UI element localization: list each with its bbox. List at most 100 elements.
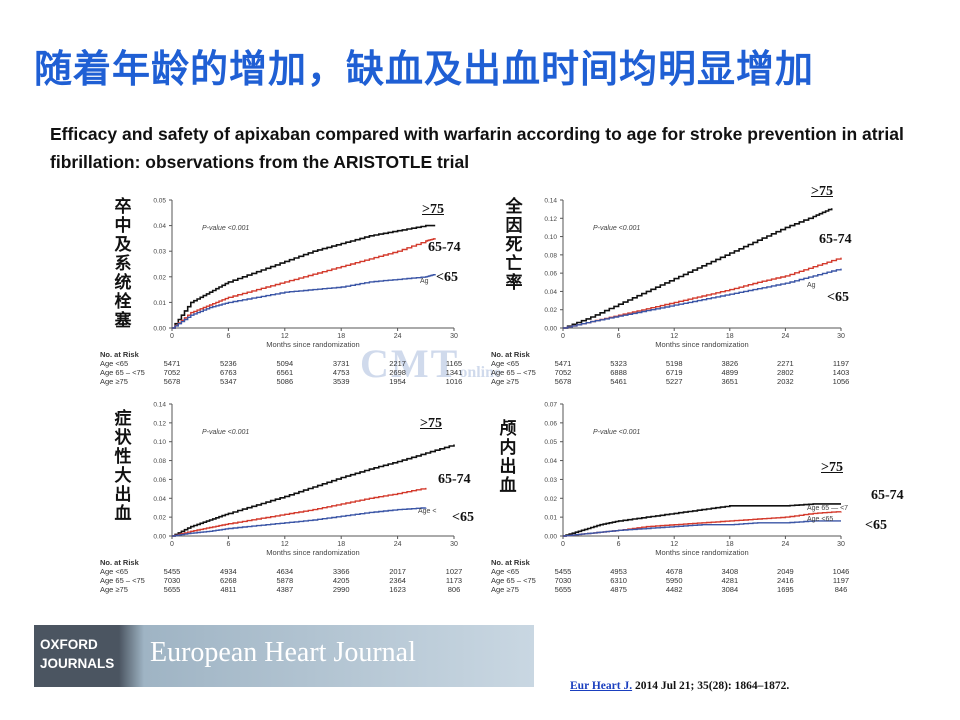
x-tick-label: 24 xyxy=(782,541,790,548)
risk-table-header: No. at Risk xyxy=(491,350,530,359)
x-tick-label: 24 xyxy=(394,333,402,340)
risk-table: No. at Risk Age <65 5455 4953 4678 3408 2049 10… xyxy=(491,558,849,594)
risk-cell: 2416 xyxy=(777,576,794,585)
risk-cell: 3651 xyxy=(721,377,739,386)
y-tick-label: 0.05 xyxy=(153,198,166,205)
risk-cell: 2802 xyxy=(777,368,794,377)
risk-cell: 7030 xyxy=(163,576,181,585)
cn-endpoint-label: 症状性大出血 xyxy=(114,409,132,524)
series-label-age65_74: 65-74 xyxy=(819,232,852,247)
risk-table-header: No. at Risk xyxy=(100,558,139,567)
x-tick-label: 0 xyxy=(170,541,174,548)
risk-cell: 2217 xyxy=(389,359,406,368)
p-value-annotation: P-value <0.001 xyxy=(593,225,640,232)
series-label-ge75: >75 xyxy=(420,416,442,431)
x-tick-label: 12 xyxy=(670,333,678,340)
risk-table-row: Age <65 5455 4953 4678 3408 2049 1046 xyxy=(491,567,849,576)
chart-intracranial-hemorrhage: 0.00 0.01 0.02 0.03 0.04 0.05 0.06 0.07 0 6 12 18 24… xyxy=(491,398,904,598)
x-tick-label: 12 xyxy=(281,333,289,340)
risk-table-row: Age ≥75 5655 4811 4387 2990 1623 806 xyxy=(100,585,462,594)
risk-cell: 1197 xyxy=(832,359,850,368)
risk-cell: 1403 xyxy=(832,368,850,377)
risk-cell: 4753 xyxy=(332,368,350,377)
citation-details: 2014 Jul 21; 35(28): 1864–1872. xyxy=(632,680,790,692)
risk-cell: 5655 xyxy=(554,585,572,594)
risk-cell: 4934 xyxy=(220,567,237,576)
risk-cell: 5227 xyxy=(665,377,683,386)
risk-cell: 2049 xyxy=(777,567,794,576)
risk-cell: 5086 xyxy=(276,377,294,386)
series-line-lt65 xyxy=(172,274,436,329)
risk-cell: 6268 xyxy=(220,576,237,585)
risk-table-header: No. at Risk xyxy=(100,350,139,359)
risk-cell: 3366 xyxy=(332,567,350,576)
risk-cell: 1046 xyxy=(832,567,850,576)
risk-cell: 7052 xyxy=(554,368,572,377)
p-value-annotation: P-value <0.001 xyxy=(202,225,249,232)
series-label-ge75: >75 xyxy=(811,184,833,199)
y-tick-label: 0.10 xyxy=(544,234,557,241)
chart-svg: 0.00 0.01 0.02 0.03 0.04 0.05 0.06 0.07 0 6 12 18 24… xyxy=(544,402,845,558)
x-tick-label: 18 xyxy=(337,333,345,340)
chart-major-bleeding: 0.00 0.02 0.04 0.06 0.08 0.10 0.12 0.14 0 6 12 18 24… xyxy=(100,398,490,598)
risk-cell: 2032 xyxy=(777,377,794,386)
risk-row-label: Age 65 – <75 xyxy=(491,368,536,377)
risk-cell: 5461 xyxy=(610,377,627,386)
y-tick-label: 0.12 xyxy=(153,420,166,427)
x-tick-label: 24 xyxy=(782,333,790,340)
risk-row-label: Age ≥75 xyxy=(100,377,128,386)
risk-cell: 3731 xyxy=(332,359,350,368)
cn-endpoint-label: 颅内出血 xyxy=(499,419,517,496)
risk-cell: 5471 xyxy=(554,359,572,368)
citation: Eur Heart J. 2014 Jul 21; 35(28): 1864–1… xyxy=(570,680,789,692)
x-tick-label: 30 xyxy=(837,333,845,340)
risk-table-row: Age <65 5471 5323 5198 3826 2271 1197 xyxy=(491,359,849,368)
series-label-lt65: <65 xyxy=(452,510,474,525)
series-line-age65_74 xyxy=(172,487,427,537)
risk-cell: 6561 xyxy=(276,368,294,377)
risk-cell: 4482 xyxy=(665,585,683,594)
chart-svg: 0.00 0.01 0.02 0.03 0.04 0.05 0 6 12 18 24 30 Months… xyxy=(153,198,458,350)
series-label-lt65: <65 xyxy=(827,290,849,305)
p-value-annotation: P-value <0.001 xyxy=(593,429,640,436)
risk-cell: 5950 xyxy=(665,576,683,585)
x-tick-label: 0 xyxy=(561,333,565,340)
risk-cell: 2698 xyxy=(389,368,406,377)
risk-cell: 2017 xyxy=(389,567,406,576)
series-label-ge75: >75 xyxy=(821,460,843,475)
series-label-ge75: >75 xyxy=(422,202,444,217)
risk-cell: 4953 xyxy=(610,567,627,576)
chart-all-cause-mortality: 0.00 0.02 0.04 0.06 0.08 0.10 0.12 0.14 0 6 12 18 24… xyxy=(491,184,875,390)
risk-row-label: Age <65 xyxy=(491,359,520,368)
risk-table: No. at Risk Age <65 5471 5323 5198 3826 2271 11… xyxy=(491,350,849,386)
risk-table-row: Age 65 – <75 7030 6268 5878 4205 2364 1173 xyxy=(100,576,462,585)
y-tick-label: 0.04 xyxy=(544,458,557,465)
x-tick-label: 12 xyxy=(670,541,678,548)
y-tick-label: 0.02 xyxy=(153,515,166,522)
risk-cell: 5236 xyxy=(220,359,237,368)
series-label-lt65: <65 xyxy=(436,270,458,285)
y-tick-label: 0.14 xyxy=(153,402,166,409)
risk-table-row: Age ≥75 5655 4875 4482 3084 1695 846 xyxy=(491,585,849,594)
y-tick-label: 0.02 xyxy=(544,307,557,314)
chart-svg: 0.00 0.02 0.04 0.06 0.08 0.10 0.12 0.14 0 6 12 18 24… xyxy=(544,198,845,350)
risk-table-row: Age 65 – <75 7052 6888 6719 4899 2802 1403 xyxy=(491,368,849,377)
y-tick-label: 0.00 xyxy=(544,534,557,541)
risk-table-row: Age <65 5471 5236 5094 3731 2217 1165 xyxy=(100,359,462,368)
x-tick-label: 6 xyxy=(617,541,621,548)
y-tick-label: 0.12 xyxy=(544,216,557,223)
y-tick-label: 0.02 xyxy=(153,274,166,281)
series-line-ge75 xyxy=(172,224,436,329)
journal-name: European Heart Journal xyxy=(150,637,416,668)
risk-cell: 7052 xyxy=(163,368,181,377)
risk-cell: 3084 xyxy=(721,585,739,594)
risk-cell: 4678 xyxy=(665,567,683,576)
risk-cell: 6310 xyxy=(610,576,627,585)
risk-table-row: Age ≥75 5678 5347 5086 3539 1954 1016 xyxy=(100,377,462,386)
citation-journal-link[interactable]: Eur Heart J. xyxy=(570,680,633,692)
series-line-lt65 xyxy=(172,507,427,537)
y-tick-label: 0.04 xyxy=(153,496,166,503)
risk-table-header: No. at Risk xyxy=(491,558,530,567)
risk-table-row: Age 65 – <75 7030 6310 5950 4281 2416 1197 xyxy=(491,576,849,585)
y-tick-label: 0.00 xyxy=(153,534,166,541)
